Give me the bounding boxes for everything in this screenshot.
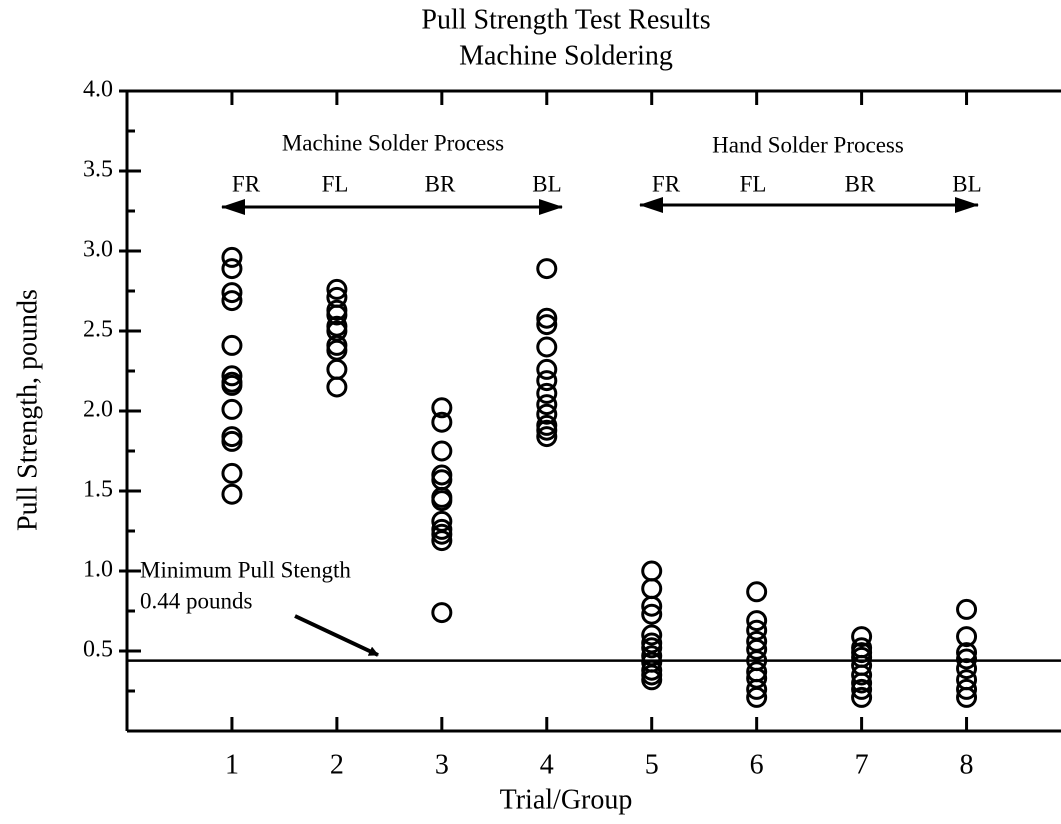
- data-point: [956, 658, 978, 680]
- y-tick-label: 4.0: [83, 77, 113, 103]
- y-tick-label: 3.0: [83, 237, 113, 263]
- data-point: [221, 290, 243, 312]
- y-tick-label: 2.5: [83, 317, 113, 343]
- x-tick-label: 4: [540, 749, 554, 780]
- group-label: Machine Solder Process: [282, 130, 504, 155]
- y-tick-label: 1.0: [83, 557, 113, 583]
- data-point: [326, 376, 348, 398]
- data-point: [326, 278, 348, 300]
- subgroup-label: FL: [322, 171, 349, 196]
- data-point: [746, 678, 768, 700]
- subgroup-label: FR: [232, 171, 261, 196]
- data-point: [221, 462, 243, 484]
- data-point: [536, 358, 558, 380]
- data-point: [746, 638, 768, 660]
- data-point: [641, 669, 663, 691]
- data-point: [431, 523, 453, 545]
- data-point: [956, 678, 978, 700]
- data-point: [746, 686, 768, 708]
- data-point: [641, 624, 663, 646]
- data-point: [431, 602, 453, 624]
- data-point: [536, 307, 558, 329]
- data-point: [221, 483, 243, 505]
- data-point: [851, 626, 873, 648]
- x-tick-label: 5: [645, 749, 659, 780]
- data-point: [326, 358, 348, 380]
- chart-title: Pull Strength Test Results: [421, 4, 710, 35]
- data-point: [221, 334, 243, 356]
- x-tick-label: 3: [435, 749, 449, 780]
- subgroup-label: BL: [952, 171, 981, 196]
- data-point: [641, 595, 663, 617]
- y-axis-label: Pull Strength, pounds: [12, 289, 43, 531]
- data-point: [221, 282, 243, 304]
- data-point: [431, 490, 453, 512]
- data-point: [851, 672, 873, 694]
- data-point: [221, 258, 243, 280]
- data-point: [746, 610, 768, 632]
- x-tick-label: 7: [855, 749, 869, 780]
- data-point: [746, 581, 768, 603]
- data-point: [956, 626, 978, 648]
- x-tick-label: 6: [750, 749, 764, 780]
- data-point: [221, 374, 243, 396]
- subgroup-label: BR: [425, 171, 456, 196]
- data-point: [641, 578, 663, 600]
- x-tick-label: 8: [960, 749, 974, 780]
- data-point: [536, 258, 558, 280]
- data-point: [956, 648, 978, 670]
- data-point: [536, 314, 558, 336]
- data-point: [641, 560, 663, 582]
- data-point: [956, 642, 978, 664]
- data-point: [431, 530, 453, 552]
- y-tick-label: 1.5: [83, 477, 113, 503]
- subgroup-label: FL: [740, 171, 767, 196]
- data-point: [641, 637, 663, 659]
- x-tick-label: 1: [225, 749, 239, 780]
- annotation: Minimum Pull Stength: [140, 557, 351, 582]
- data-point: [956, 598, 978, 620]
- annotation-arrow: [294, 614, 379, 657]
- data-point: [431, 397, 453, 419]
- data-point: [221, 398, 243, 420]
- data-point: [221, 365, 243, 387]
- data-point: [536, 394, 558, 416]
- group-label: Hand Solder Process: [712, 132, 904, 157]
- data-point: [431, 440, 453, 462]
- y-tick-label: 2.0: [83, 397, 113, 423]
- subgroup-label: BL: [532, 171, 561, 196]
- data-point: [431, 411, 453, 433]
- data-point: [956, 686, 978, 708]
- subgroup-label: BR: [845, 171, 876, 196]
- x-tick-label: 2: [330, 749, 344, 780]
- data-point: [641, 603, 663, 625]
- data-point: [536, 419, 558, 441]
- data-point: [536, 370, 558, 392]
- data-point: [536, 382, 558, 404]
- y-tick-label: 3.5: [83, 157, 113, 183]
- data-point: [536, 403, 558, 425]
- annotation: 0.44 pounds: [140, 588, 253, 613]
- data-point: [221, 246, 243, 268]
- data-point: [221, 430, 243, 452]
- data-point: [536, 336, 558, 358]
- data-point: [326, 304, 348, 326]
- data-point: [851, 678, 873, 700]
- chart-subtitle: Machine Soldering: [459, 40, 673, 71]
- data-point: [851, 686, 873, 708]
- subgroup-label: FR: [652, 171, 681, 196]
- x-axis-label: Trial/Group: [500, 784, 633, 815]
- data-point: [536, 426, 558, 448]
- y-tick-label: 0.5: [83, 637, 113, 663]
- data-point: [851, 664, 873, 686]
